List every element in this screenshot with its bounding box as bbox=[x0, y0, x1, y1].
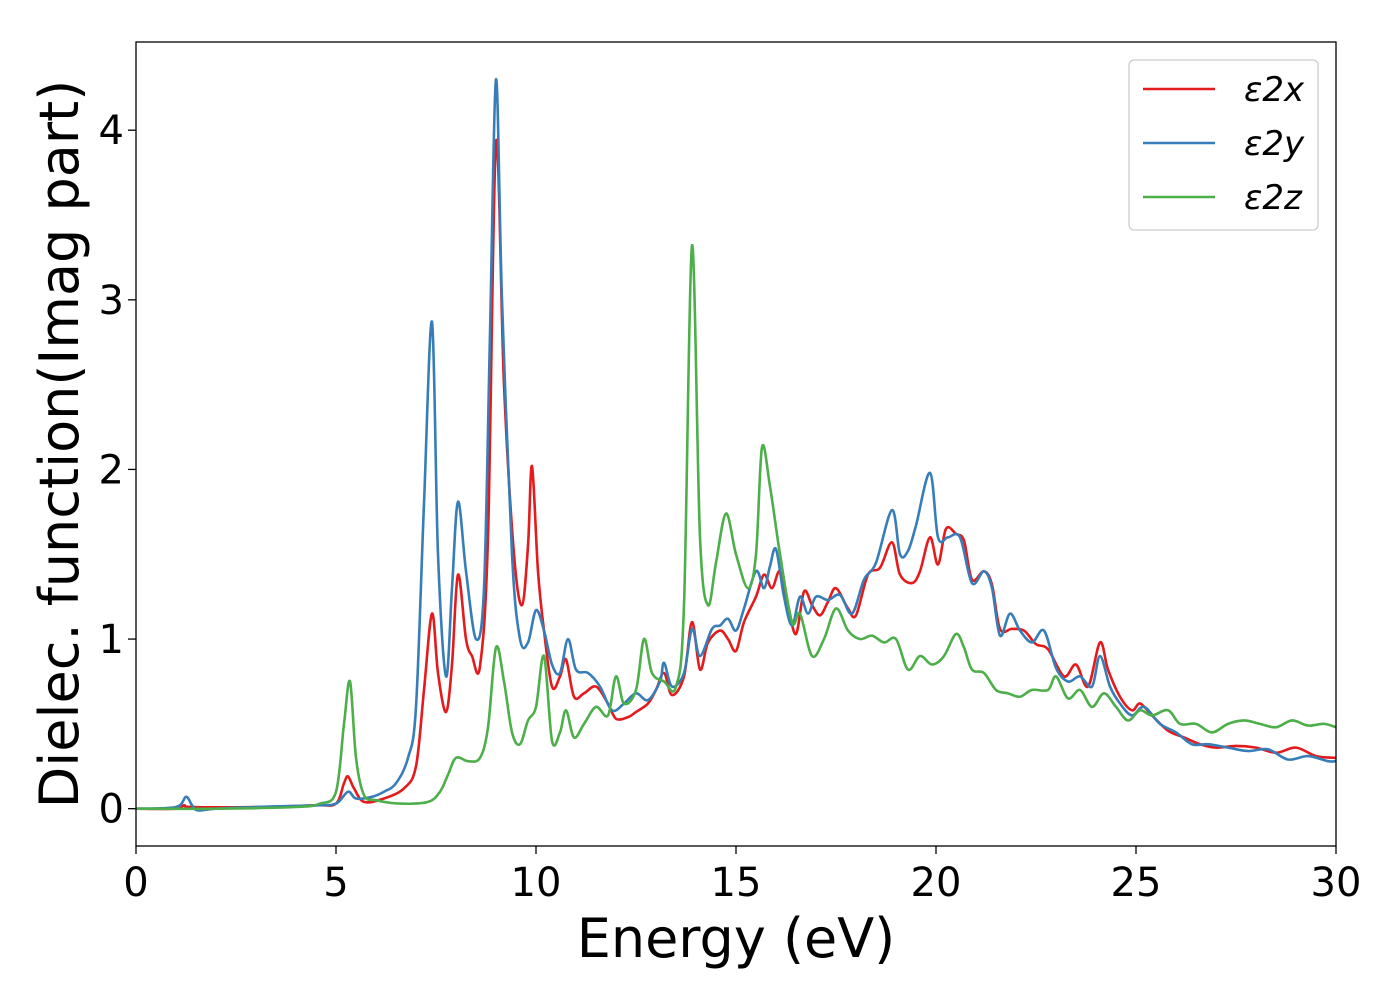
x-tick-label: 5 bbox=[323, 860, 348, 906]
y-tick-label: 0 bbox=[99, 787, 124, 833]
x-axis-label: Energy (eV) bbox=[577, 907, 896, 970]
x-tick-label: 0 bbox=[123, 860, 148, 906]
legend: ε2x ε2y ε2z bbox=[1128, 59, 1319, 231]
y-tick-label: 2 bbox=[99, 447, 124, 493]
series-line-3 bbox=[136, 244, 1336, 811]
y-axis-ticks: 0 1 2 3 4 bbox=[99, 108, 136, 833]
x-axis-ticks: 0 5 10 15 20 25 30 bbox=[123, 846, 1361, 906]
y-tick-label: 4 bbox=[99, 108, 124, 154]
series-layer bbox=[136, 78, 1336, 812]
x-tick-label: 15 bbox=[711, 860, 762, 906]
legend-label-3: ε2z bbox=[1244, 178, 1303, 218]
x-tick-label: 20 bbox=[911, 860, 962, 906]
y-axis-label: Dielec. function(Imag part) bbox=[28, 80, 91, 809]
x-tick-label: 10 bbox=[511, 860, 562, 906]
legend-box bbox=[1128, 59, 1319, 231]
x-tick-label: 25 bbox=[1111, 860, 1162, 906]
legend-label-2: ε2y bbox=[1244, 124, 1305, 164]
y-tick-label: 3 bbox=[99, 278, 124, 324]
series-line-2 bbox=[136, 78, 1336, 812]
y-tick-label: 1 bbox=[99, 617, 124, 663]
x-tick-label: 30 bbox=[1311, 860, 1362, 906]
legend-label-1: ε2x bbox=[1244, 70, 1305, 110]
series-line-1 bbox=[136, 138, 1336, 811]
